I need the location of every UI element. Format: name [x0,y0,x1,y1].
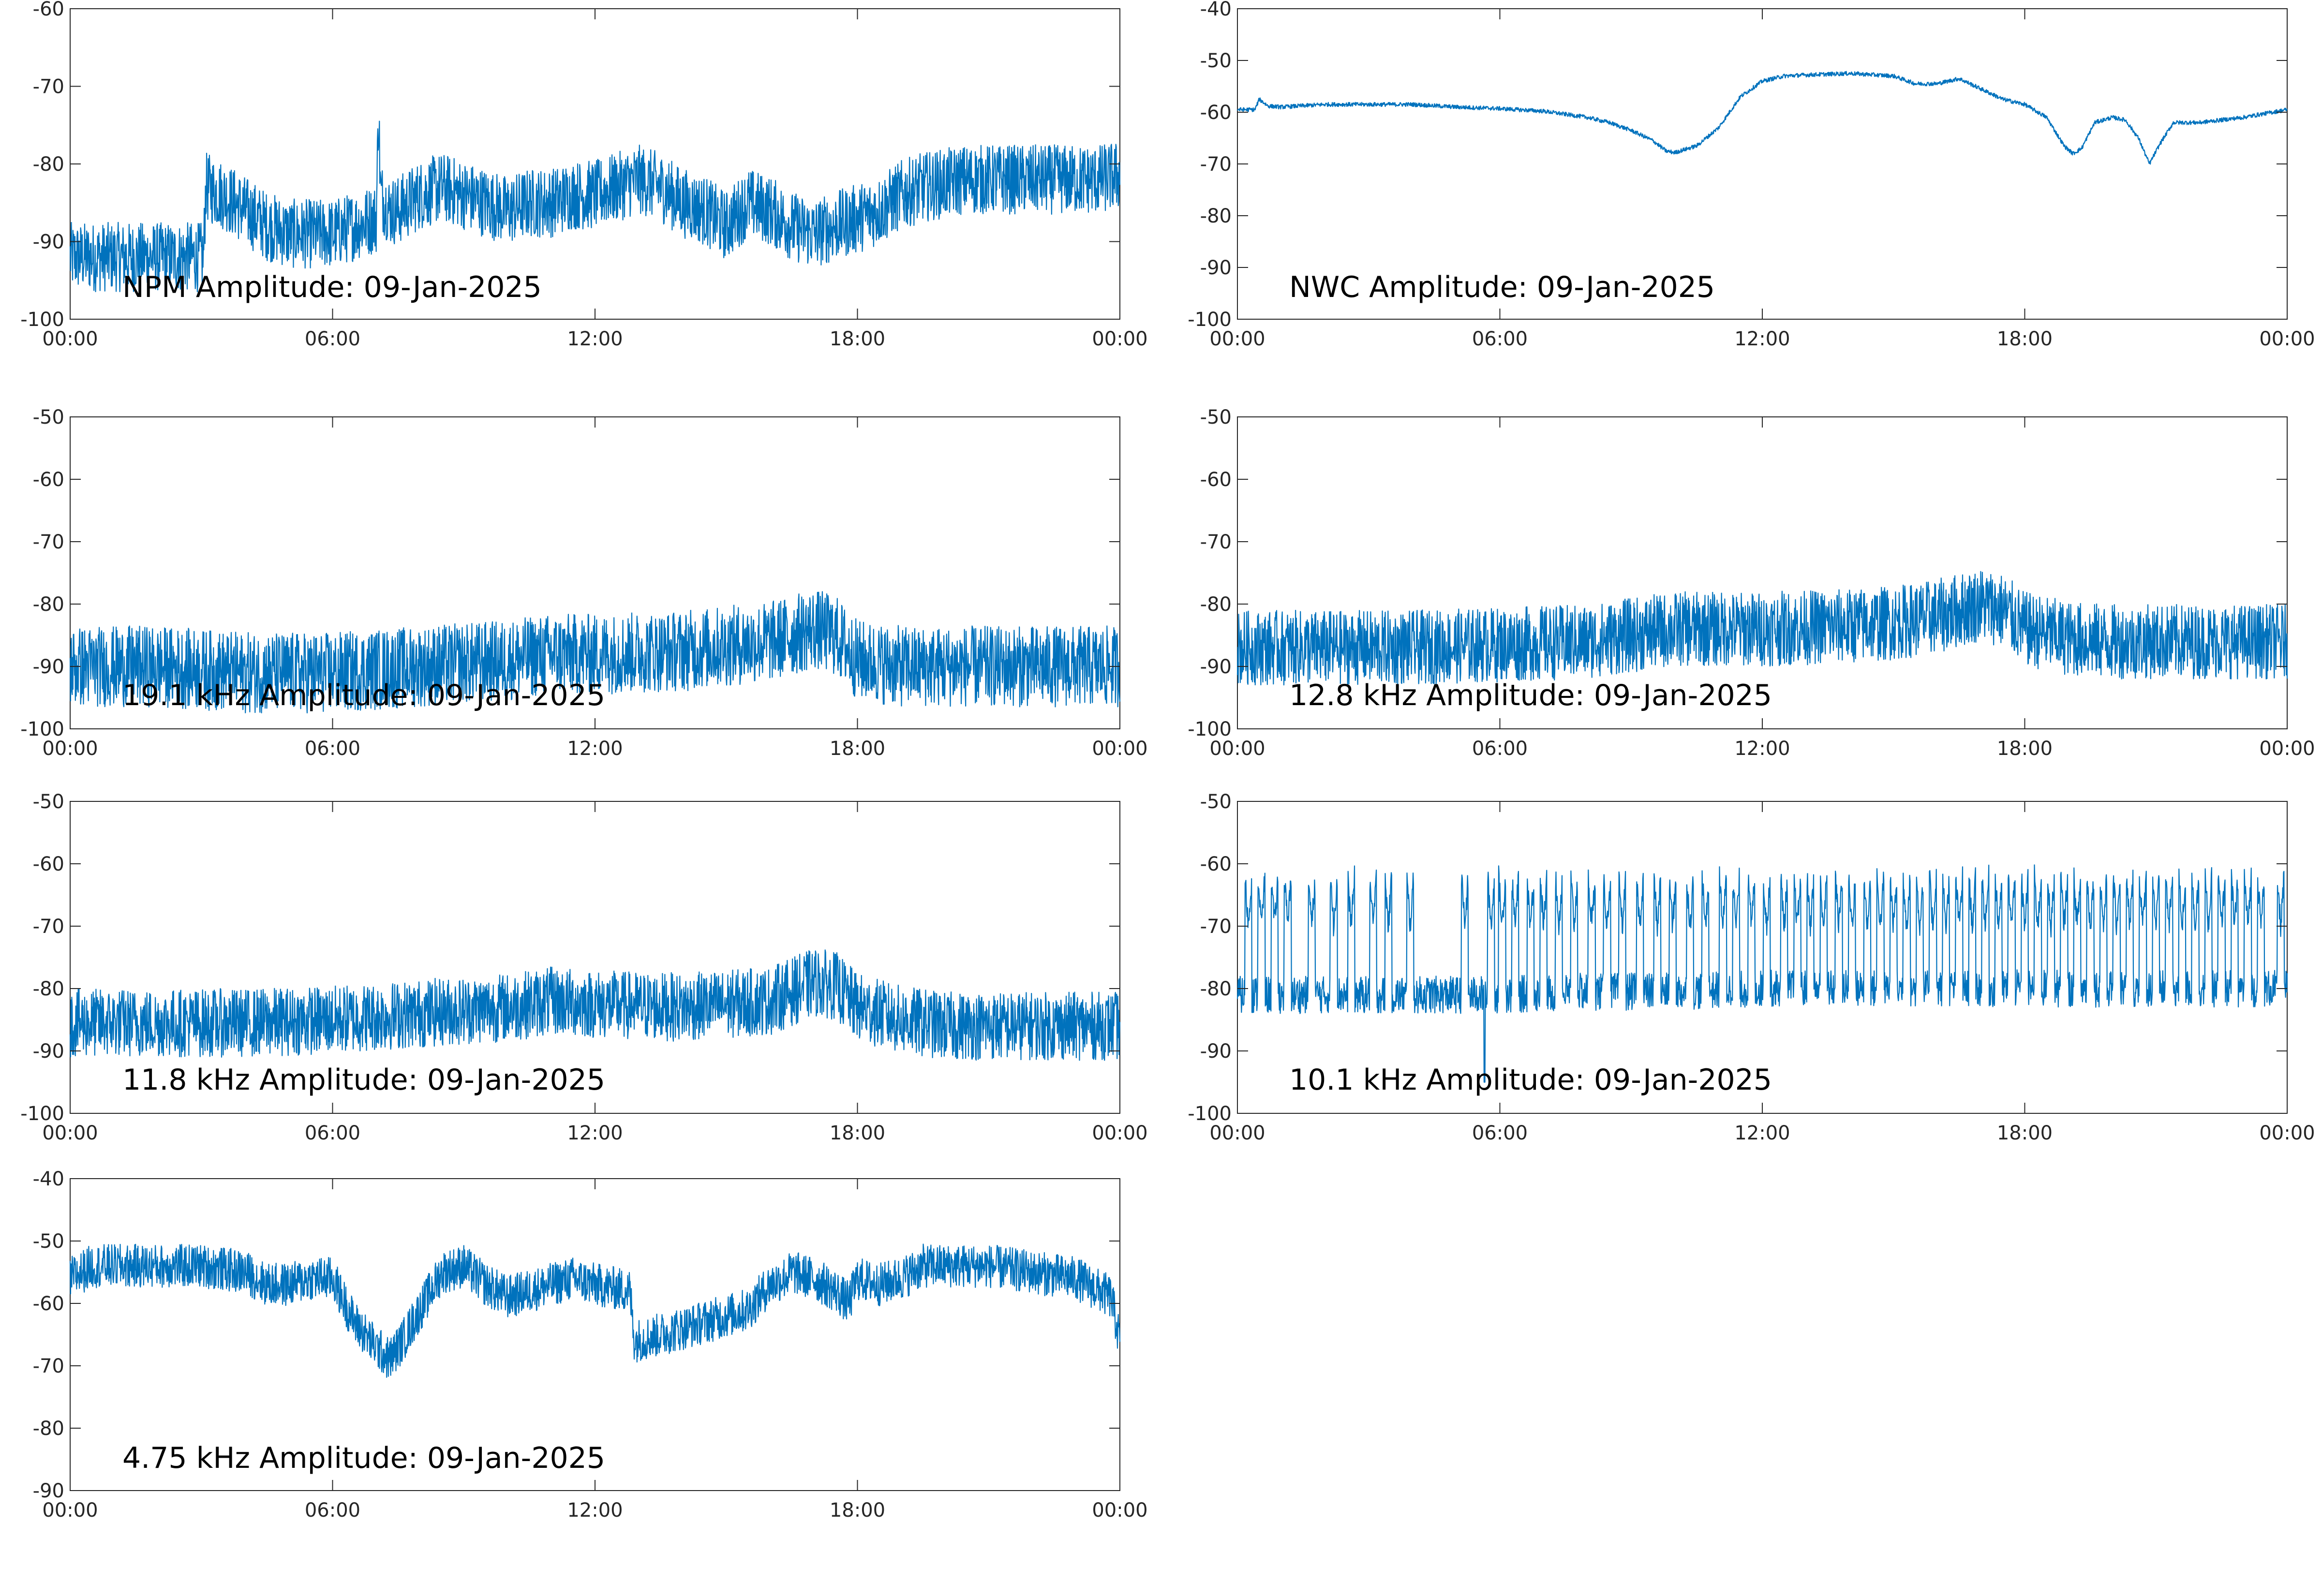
x-tick-label: 18:00 [830,1499,885,1522]
chart-title: 12.8 kHz Amplitude: 09-Jan-2025 [1289,679,1772,712]
x-tick-label: 00:00 [1092,1122,1147,1144]
y-tick-label: -90 [33,231,64,253]
y-tick-label: -60 [33,469,64,491]
y-tick-label: -70 [33,916,64,938]
chart-title: 10.1 kHz Amplitude: 09-Jan-2025 [1289,1063,1772,1097]
series-line [1237,71,2288,165]
x-tick-label: 12:00 [567,1499,623,1522]
x-tick-label: 18:00 [830,1122,885,1144]
y-tick-label: -50 [1200,791,1232,813]
y-tick-label: -80 [1200,978,1232,1000]
y-tick-label: -80 [33,153,64,176]
series-line [69,591,1121,714]
y-tick-label: -60 [1200,102,1232,124]
y-tick-label: -50 [1200,50,1232,72]
y-tick-label: -60 [1200,469,1232,491]
x-tick-label: 06:00 [1472,738,1528,760]
y-tick-label: -70 [33,531,64,553]
y-tick-label: -40 [33,1168,64,1190]
chart-title: 19.1 kHz Amplitude: 09-Jan-2025 [122,679,605,712]
x-tick-label: 12:00 [1734,1122,1790,1144]
chart-title: NWC Amplitude: 09-Jan-2025 [1289,270,1715,304]
y-tick-label: -100 [1188,1103,1232,1125]
x-tick-label: 18:00 [1997,328,2053,350]
y-tick-label: -100 [20,718,64,740]
chart-title: 4.75 kHz Amplitude: 09-Jan-2025 [122,1441,605,1475]
y-tick-label: -60 [33,853,64,875]
y-tick-label: -70 [1200,531,1232,553]
y-tick-label: -90 [1200,257,1232,279]
y-tick-label: -60 [33,1293,64,1315]
x-tick-label: 18:00 [830,738,885,760]
y-tick-label: -50 [33,1230,64,1253]
y-tick-label: -80 [1200,205,1232,227]
x-tick-label: 06:00 [305,1122,360,1144]
y-tick-label: -90 [1200,656,1232,678]
x-tick-label: 00:00 [42,1499,98,1522]
x-tick-label: 00:00 [42,328,98,350]
x-tick-label: 00:00 [1209,738,1265,760]
y-tick-label: -80 [33,978,64,1000]
x-tick-label: 18:00 [1997,738,2053,760]
y-tick-label: -70 [1200,916,1232,938]
y-tick-label: -50 [33,406,64,429]
x-tick-label: 00:00 [2259,738,2315,760]
x-tick-label: 12:00 [567,1122,623,1144]
x-tick-label: 12:00 [567,738,623,760]
x-tick-label: 00:00 [1092,1499,1147,1522]
x-tick-label: 12:00 [1734,738,1790,760]
y-tick-label: -80 [33,593,64,616]
y-tick-label: -50 [33,791,64,813]
y-tick-label: -70 [1200,153,1232,176]
y-tick-label: -100 [1188,718,1232,740]
x-tick-label: 00:00 [1092,328,1147,350]
series-line [69,949,1121,1061]
y-tick-label: -90 [1200,1040,1232,1063]
chart-title: NPM Amplitude: 09-Jan-2025 [122,270,542,304]
y-tick-label: -90 [33,1480,64,1502]
x-tick-label: 06:00 [1472,328,1528,350]
series-line [1236,571,2288,686]
y-tick-label: -60 [33,0,64,20]
x-tick-label: 00:00 [2259,1122,2315,1144]
y-tick-label: -100 [20,309,64,331]
x-tick-label: 06:00 [305,1499,360,1522]
y-tick-label: -60 [1200,853,1232,875]
x-tick-label: 12:00 [567,328,623,350]
x-tick-label: 12:00 [1734,328,1790,350]
x-tick-label: 06:00 [1472,1122,1528,1144]
series-line [1236,864,2288,1083]
y-tick-label: -100 [1188,309,1232,331]
x-tick-label: 00:00 [1209,328,1265,350]
y-tick-label: -90 [33,1040,64,1063]
series-line [69,120,1121,293]
y-tick-label: -70 [33,1355,64,1377]
x-tick-label: 00:00 [2259,328,2315,350]
y-tick-label: -70 [33,76,64,98]
y-tick-label: -90 [33,656,64,678]
y-tick-label: -80 [1200,593,1232,616]
x-tick-label: 06:00 [305,328,360,350]
x-tick-label: 18:00 [1997,1122,2053,1144]
x-tick-label: 18:00 [830,328,885,350]
y-tick-label: -50 [1200,406,1232,429]
x-tick-label: 00:00 [42,738,98,760]
series-line [69,1243,1121,1378]
chart-title: 11.8 kHz Amplitude: 09-Jan-2025 [122,1063,605,1097]
x-tick-label: 00:00 [42,1122,98,1144]
x-tick-label: 00:00 [1092,738,1147,760]
x-tick-label: 06:00 [305,738,360,760]
y-tick-label: -100 [20,1103,64,1125]
y-tick-label: -80 [33,1418,64,1440]
x-tick-label: 00:00 [1209,1122,1265,1144]
y-tick-label: -40 [1200,0,1232,20]
